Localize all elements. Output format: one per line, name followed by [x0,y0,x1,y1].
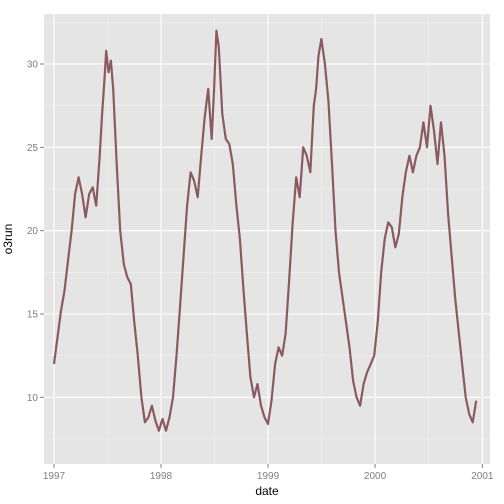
x-tick-label: 1998 [150,471,173,482]
major-gridlines [44,14,490,464]
x-tick-label: 2001 [471,471,494,482]
y-tick-label: 10 [27,393,39,404]
y-axis-title: o3run [1,224,15,255]
y-tick-label: 25 [27,143,39,154]
y-tick-label: 15 [27,310,39,321]
x-tick-label: 1999 [257,471,280,482]
x-axis-title: date [255,484,279,498]
plot-panel [44,14,490,464]
x-tick-label: 2000 [364,471,387,482]
y-axis-ticks: 10 15 20 25 30 [27,60,44,404]
x-tick-label: 1997 [43,471,66,482]
x-axis-ticks: 1997 1998 1999 2000 2001 [43,464,494,482]
y-tick-label: 30 [27,60,39,71]
series-line-o3run [52,29,478,432]
y-tick-label: 20 [27,226,39,237]
